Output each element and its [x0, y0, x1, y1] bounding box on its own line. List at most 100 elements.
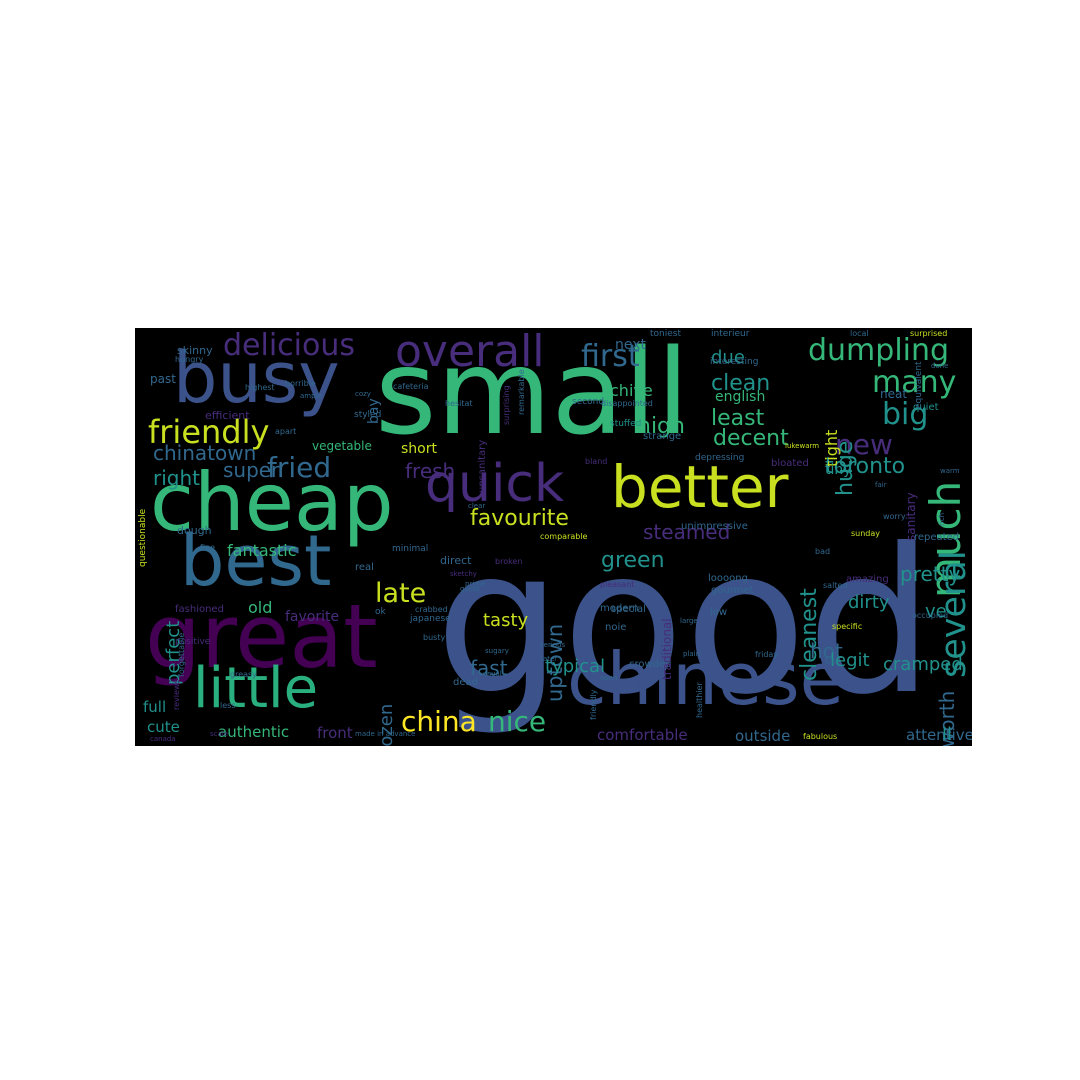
word-sugary: sugary	[485, 647, 509, 655]
word-comfortable: comfortable	[597, 726, 688, 744]
word-dirty: dirty	[848, 592, 890, 613]
word-delicious: delicious	[223, 328, 355, 363]
word-fantastic: fantastic	[227, 541, 297, 560]
word-bloated: bloated	[771, 458, 809, 469]
word-past: past	[150, 372, 176, 386]
word-sunday: sunday	[851, 529, 881, 538]
word-old: old	[248, 598, 273, 617]
word-salted: salted	[823, 581, 848, 590]
word-second: second	[572, 397, 605, 407]
word-specific: specific	[832, 622, 863, 631]
word-healthier: healthier	[695, 682, 704, 718]
word-fine: fine	[200, 543, 216, 552]
word-low: low	[710, 607, 728, 618]
word-busty: busty	[423, 633, 446, 642]
word-direct: direct	[440, 554, 472, 567]
word-noie: noie	[605, 622, 627, 633]
word-small: small	[375, 328, 690, 461]
word-chinatown: chinatown	[153, 441, 257, 465]
word-minimal: minimal	[392, 544, 429, 554]
word-authentic: authentic	[218, 723, 290, 741]
word-cute: cute	[147, 718, 180, 736]
word-friday: friday	[755, 650, 779, 659]
word-questionable: questionable	[138, 508, 148, 567]
word-modern: modern	[600, 603, 639, 614]
word-depressing: depressing	[695, 453, 745, 463]
word-canada: canada	[150, 735, 176, 743]
word-cleanest: cleanest	[797, 588, 822, 681]
word-dough: dough	[177, 524, 212, 537]
word-forgettable: forgettable	[177, 632, 186, 677]
word-fresh: fresh	[405, 459, 456, 483]
word-favorite: favorite	[285, 609, 340, 625]
word-hesitat: hesitat	[445, 399, 473, 408]
word-japanese: japanese	[410, 614, 451, 624]
word-attentive: attentive	[906, 726, 972, 744]
word-overall: overall	[395, 328, 545, 377]
word-traditional: traditional	[660, 618, 674, 680]
word-tiny: tiny	[825, 462, 852, 478]
word-less: less	[220, 701, 236, 710]
word-plain: plain	[683, 650, 701, 658]
word-local: local	[850, 329, 869, 338]
word-ve: ve	[925, 601, 947, 622]
word-cheap: cheap	[150, 456, 394, 549]
word-quick: quick	[425, 454, 565, 514]
word-surprising: surprising	[502, 385, 511, 425]
word-ll: ll	[942, 724, 953, 745]
word-fair: fair	[875, 481, 887, 489]
word-busy: busy	[173, 337, 340, 419]
word-stuffed: stuffed	[610, 419, 642, 429]
word-pleasant: pleasant	[600, 580, 635, 589]
word-fast: fast	[470, 656, 508, 680]
word-prime: prime	[465, 580, 486, 588]
word-strange: strange	[643, 431, 682, 442]
word-lukewarm: lukewarm	[785, 442, 820, 450]
word-remarkable: remarkable	[517, 369, 526, 415]
word-unsanitary: unsanitary	[477, 439, 488, 493]
word-done: done	[931, 362, 949, 370]
word-outside: outside	[735, 727, 791, 745]
word-due: due	[711, 347, 745, 368]
word-decent: decent	[713, 426, 789, 451]
word-loooong: loooong	[708, 573, 748, 584]
word-full: full	[143, 698, 167, 716]
word-hot: hot	[810, 639, 843, 663]
word-cozy: cozy	[355, 390, 371, 398]
word-real: real	[355, 562, 374, 573]
word-crabbed: crabbed	[415, 605, 448, 614]
word-cramped: cramped	[883, 654, 963, 675]
word-worry: worry	[883, 512, 906, 521]
word-green: green	[601, 548, 665, 573]
word-rich: rich	[938, 512, 946, 526]
word-pretty: pretty	[900, 562, 961, 586]
word-comparable: comparable	[540, 532, 588, 541]
word-occupied: occupied	[912, 611, 949, 620]
word-fashioned: fashioned	[175, 604, 224, 615]
word-neat: neat	[880, 387, 908, 401]
word-fabulous: fabulous	[803, 732, 838, 741]
word-usual: usual	[483, 670, 502, 678]
word-china: china	[401, 705, 477, 738]
word-clear: clear	[468, 502, 486, 510]
word-efficient: efficient	[205, 409, 250, 422]
word-ample: ample	[300, 392, 322, 400]
word-right: right	[153, 466, 200, 490]
word-big: big	[882, 397, 929, 432]
word-open: open	[600, 674, 618, 682]
word-high: high	[637, 414, 685, 439]
word-greasy: greasy	[230, 670, 257, 679]
word-toniest: toniest	[650, 329, 681, 339]
word-fried: fried	[267, 451, 332, 484]
word-best: best	[180, 520, 332, 602]
word-clean: clean	[711, 371, 771, 396]
word-unimpressive: unimpressive	[681, 521, 748, 532]
word-toronto: toronto	[825, 454, 906, 479]
word-bad: bad	[815, 547, 831, 556]
word-sketchy: sketchy	[450, 570, 477, 578]
word-disappointed: disappointed	[601, 399, 653, 408]
word-typical: typical	[545, 656, 606, 677]
word-hungry: hungry	[175, 355, 204, 364]
word-later: later	[541, 655, 558, 663]
word-special: special	[611, 604, 646, 615]
